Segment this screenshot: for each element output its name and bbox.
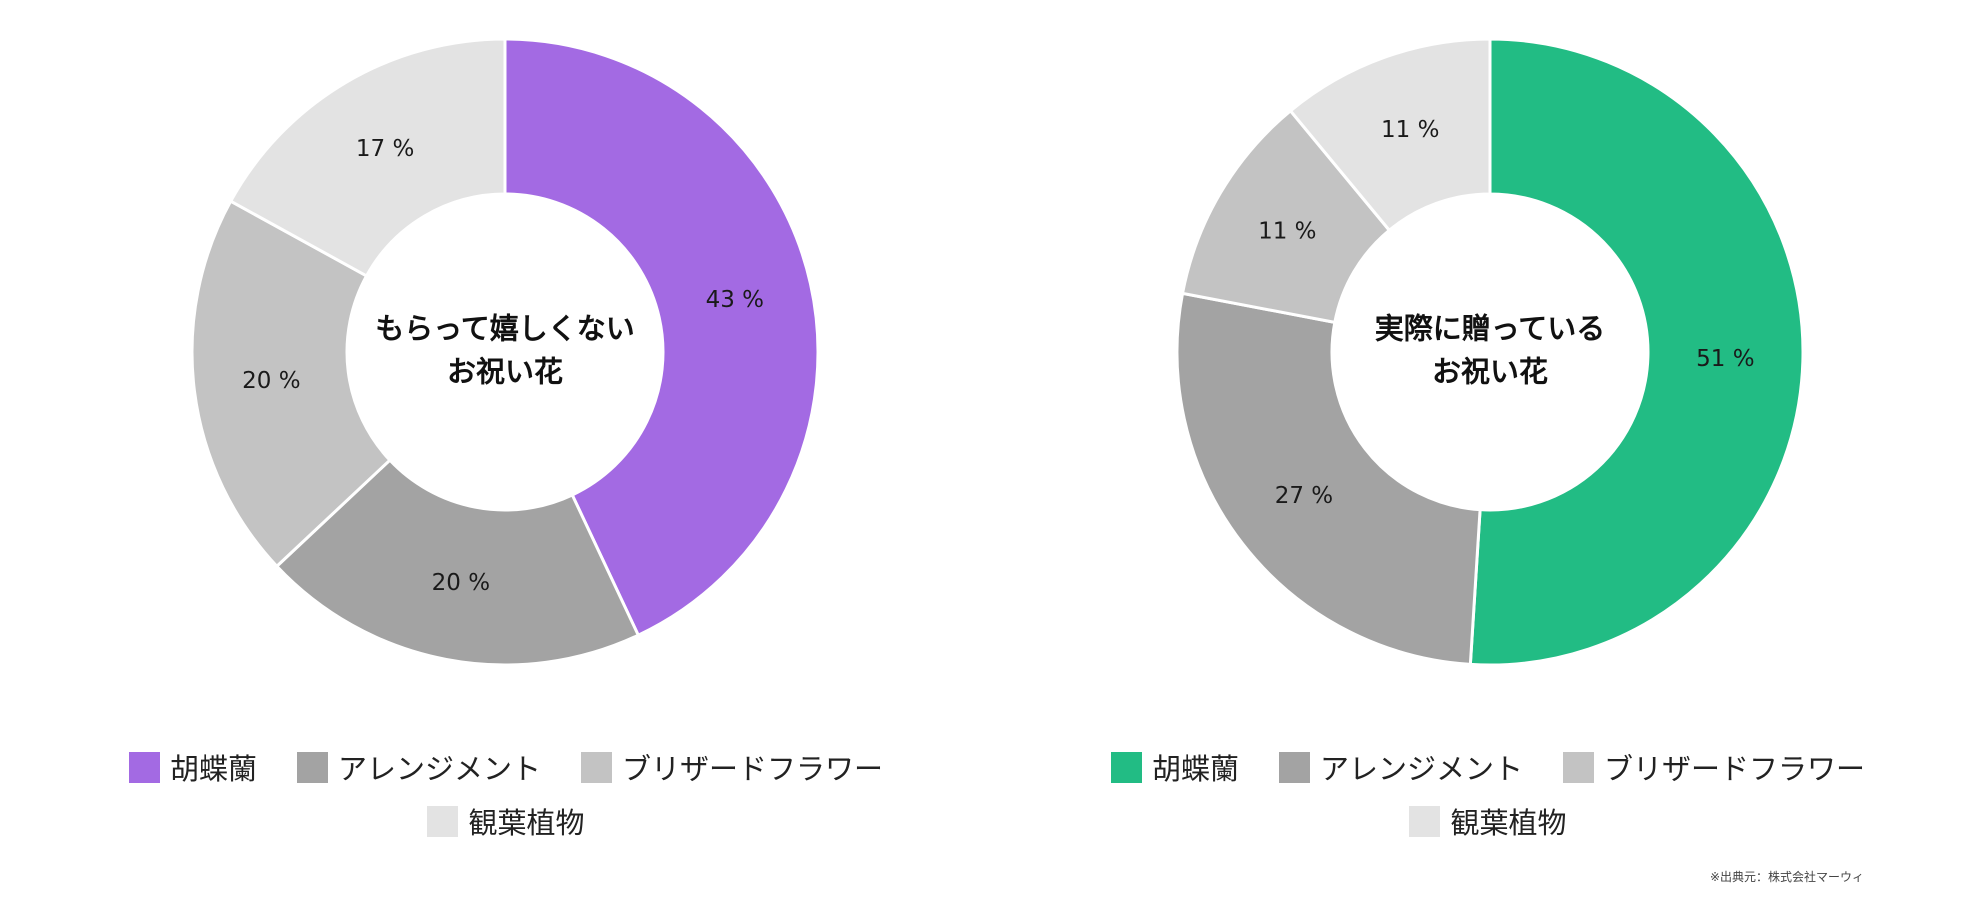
slice-1 (1468, 37, 1805, 667)
legend-item: 観葉植物 (1409, 803, 1567, 840)
slice-value-label: 11 % (1258, 219, 1316, 245)
legend-swatch (1278, 751, 1310, 783)
slice-3 (190, 199, 392, 569)
slice-1 (503, 37, 820, 638)
legend-item: 胡蝶蘭 (1110, 749, 1239, 786)
legend-label: アレンジメント (337, 752, 541, 786)
legend-chart-1: 胡蝶蘭 アレンジメント ブリザードフラワー観葉植物 (96, 749, 916, 840)
center-title-line: 実際に贈っている (1375, 312, 1606, 346)
slice-value-label: 51 % (1696, 346, 1754, 372)
legend-swatch (1110, 751, 1142, 783)
legend-label: 観葉植物 (468, 806, 585, 840)
source-note: ※出典元：株式会社マーウィ (1709, 870, 1864, 884)
slice-4 (228, 37, 507, 278)
legend-swatch (427, 805, 459, 837)
slice-2 (1175, 291, 1482, 666)
legend-swatch (128, 751, 160, 783)
legend-item: 観葉植物 (427, 803, 585, 840)
slice-value-label: 43 % (706, 287, 764, 313)
slice-value-label: 27 % (1275, 483, 1333, 509)
legend-label: 胡蝶蘭 (1151, 752, 1239, 786)
legend-item: 胡蝶蘭 (128, 749, 257, 786)
slice-4 (1288, 37, 1492, 233)
legend-swatch (1563, 751, 1594, 783)
legend-item: アレンジメント (296, 749, 541, 786)
legend-swatch (296, 751, 328, 783)
legend-label: 観葉植物 (1450, 806, 1567, 840)
slice-value-label: 11 % (1381, 117, 1439, 143)
slice-2 (274, 458, 641, 667)
legend-label: ブリザードフラワー (1604, 752, 1866, 786)
slice-value-label: 20 % (432, 570, 490, 596)
center-title-line: お祝い花 (447, 355, 563, 389)
legend-chart-2: 胡蝶蘭 アレンジメント ブリザードフラワー観葉植物 (1078, 749, 1898, 840)
center-title-line: もらって嬉しくない (375, 312, 635, 346)
legend-item: アレンジメント (1278, 749, 1523, 786)
legend-swatch (581, 751, 612, 783)
legend-item: ブリザードフラワー (581, 749, 884, 786)
legend-swatch (1409, 805, 1441, 837)
center-title-line: お祝い花 (1432, 355, 1548, 389)
slice-value-label: 17 % (356, 136, 414, 162)
slice-value-label: 20 % (242, 368, 300, 394)
legend-label: アレンジメント (1319, 752, 1523, 786)
legend-label: 胡蝶蘭 (169, 752, 257, 786)
legend-item: ブリザードフラワー (1563, 749, 1866, 786)
legend-label: ブリザードフラワー (622, 752, 884, 786)
